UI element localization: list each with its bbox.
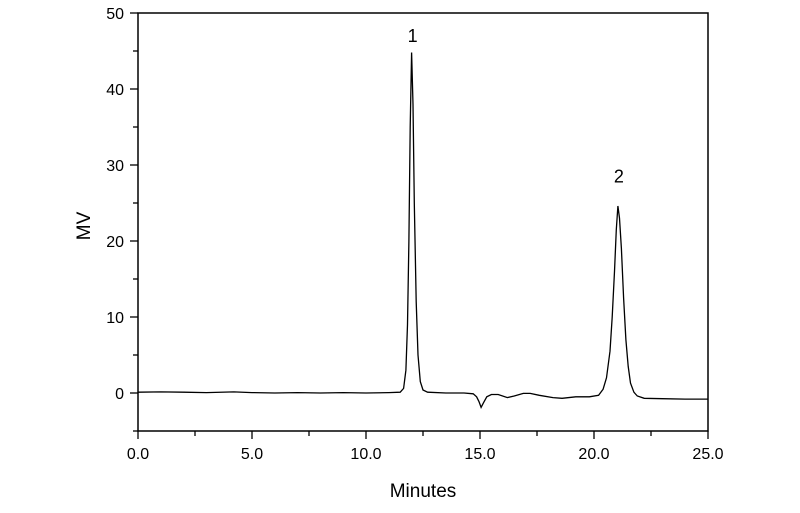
x-tick-label: 5.0 — [241, 446, 263, 463]
signal-trace — [137, 52, 708, 410]
y-tick-label: 20 — [106, 234, 124, 251]
y-tick-label: 10 — [106, 310, 124, 327]
axes — [137, 12, 709, 432]
y-axis-label: MV — [74, 211, 95, 240]
plot-frame — [137, 12, 709, 432]
ticks: 0.0 5.0 10.0 15.0 20.0 25.0 0 10 20 30 40 50 — [106, 6, 723, 463]
y-tick-label: 40 — [106, 82, 124, 99]
x-tick-label: 10.0 — [350, 446, 381, 463]
y-tick-label: 0 — [115, 386, 124, 403]
x-tick-label: 0.0 — [127, 446, 149, 463]
x-tick-label: 20.0 — [578, 446, 609, 463]
y-tick-label: 30 — [106, 158, 124, 175]
x-tick-label: 25.0 — [692, 446, 723, 463]
x-axis-label: Minutes — [390, 481, 457, 502]
y-tick-label: 50 — [106, 6, 124, 23]
peak-label-1: 1 — [408, 26, 418, 46]
peak-label-2: 2 — [614, 166, 624, 186]
x-tick-label: 15.0 — [464, 446, 495, 463]
